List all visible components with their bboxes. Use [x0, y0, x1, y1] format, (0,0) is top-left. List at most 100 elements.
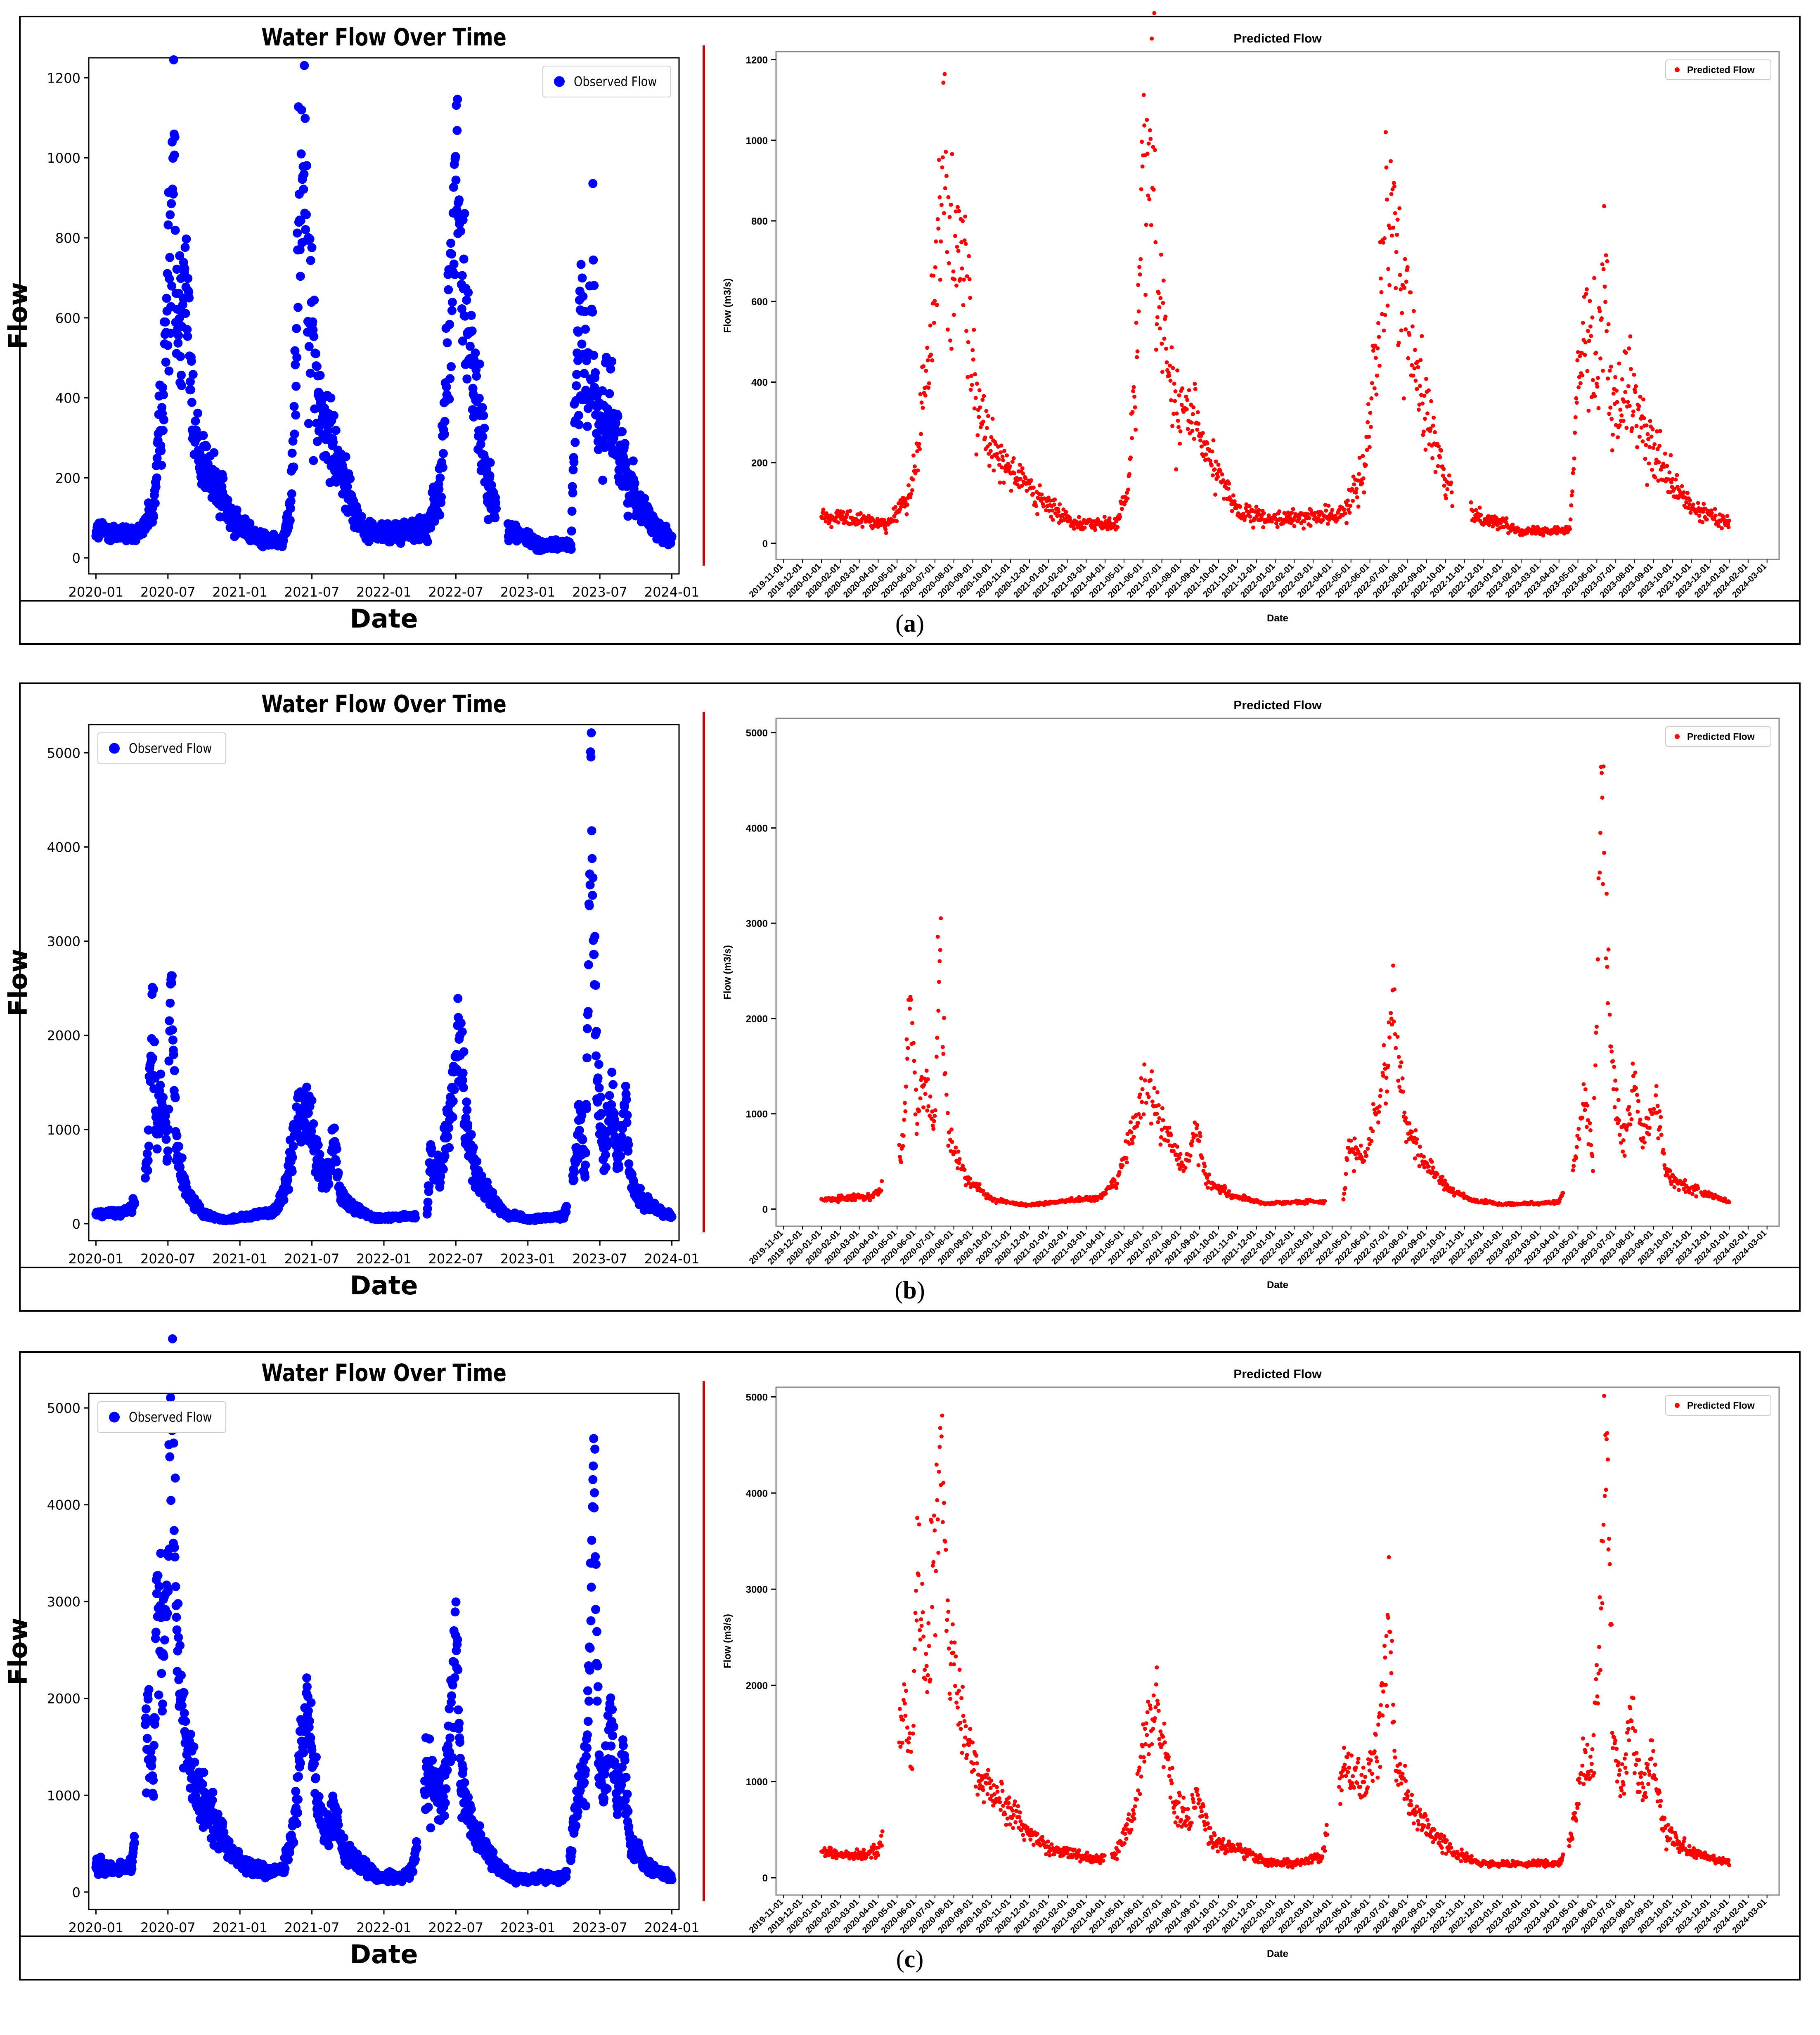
data-point: [165, 1016, 174, 1026]
data-point: [897, 1143, 902, 1147]
panel-c: (c): [19, 1351, 1801, 1981]
data-point: [1604, 253, 1608, 258]
data-point: [911, 477, 915, 482]
data-point: [581, 325, 590, 334]
data-point: [1368, 425, 1373, 429]
data-point: [918, 1096, 923, 1101]
data-point: [1377, 363, 1382, 368]
data-point: [1130, 436, 1134, 441]
data-point: [1669, 453, 1673, 457]
data-point: [1323, 502, 1328, 507]
data-point: [150, 1037, 159, 1047]
data-point: [330, 1123, 339, 1133]
data-point: [908, 495, 913, 499]
data-point: [1290, 511, 1294, 515]
data-point: [591, 981, 600, 990]
legend-marker: [109, 743, 120, 754]
data-point: [130, 1199, 140, 1208]
data-point: [941, 81, 946, 85]
data-point: [218, 474, 228, 483]
data-point: [1394, 250, 1399, 254]
data-point: [1606, 322, 1611, 327]
data-point: [182, 325, 192, 334]
data-point: [478, 432, 488, 441]
data-point: [1151, 187, 1156, 192]
data-point: [1637, 404, 1641, 408]
data-point: [567, 526, 576, 536]
data-point: [1598, 356, 1602, 361]
data-point: [1418, 384, 1422, 388]
data-point: [459, 254, 469, 264]
data-point: [172, 1131, 182, 1140]
data-point: [1420, 401, 1425, 406]
data-point: [1579, 351, 1584, 355]
data-point: [1571, 467, 1576, 471]
data-point: [1568, 527, 1572, 531]
data-point: [1431, 424, 1435, 428]
data-point: [880, 1179, 884, 1183]
data-point: [1423, 448, 1428, 452]
data-point: [928, 1094, 932, 1099]
data-point: [177, 1153, 187, 1163]
data-point: [1598, 309, 1602, 313]
data-point: [1370, 381, 1374, 385]
data-point: [411, 1213, 420, 1223]
data-point: [868, 1198, 872, 1203]
data-point: [925, 358, 930, 362]
data-point: [1479, 513, 1483, 517]
data-point: [1212, 467, 1217, 471]
data-point: [1164, 346, 1168, 351]
data-point: [1157, 305, 1162, 310]
data-point: [1441, 474, 1445, 478]
data-point: [346, 474, 355, 483]
data-point: [462, 374, 472, 384]
data-point: [1196, 422, 1201, 426]
data-point: [574, 420, 584, 429]
data-point: [462, 1097, 471, 1107]
y-tick-label: 1200: [746, 55, 768, 66]
data-point: [1216, 462, 1221, 467]
data-point: [589, 281, 599, 290]
data-point: [935, 1035, 940, 1040]
data-point: [943, 1071, 947, 1076]
data-point: [183, 274, 193, 283]
data-point: [912, 1059, 916, 1063]
data-point: [292, 324, 301, 333]
data-point: [913, 464, 917, 469]
data-point: [430, 516, 439, 526]
data-point: [952, 313, 956, 317]
y-tick-label: 0: [72, 1216, 80, 1232]
data-point: [1140, 140, 1144, 144]
data-point: [1184, 407, 1189, 412]
data-point: [164, 1104, 173, 1114]
data-point: [465, 341, 475, 351]
data-point: [1638, 434, 1642, 439]
data-point: [917, 1109, 921, 1113]
data-point: [1642, 416, 1646, 420]
data-point: [1586, 329, 1590, 333]
data-point: [1685, 491, 1690, 495]
data-point: [1210, 449, 1214, 454]
data-point: [180, 243, 190, 252]
data-point: [1058, 502, 1062, 507]
data-point: [1389, 192, 1394, 197]
data-point: [1127, 472, 1131, 476]
data-point: [582, 1104, 591, 1113]
data-point: [1345, 503, 1349, 507]
data-point: [919, 432, 923, 436]
data-point: [1178, 429, 1183, 434]
data-point: [1399, 328, 1403, 333]
data-point: [913, 1112, 918, 1117]
legend-label: Predicted Flow: [1687, 64, 1755, 75]
data-point: [1436, 464, 1440, 468]
data-point: [914, 1087, 918, 1092]
data-point: [997, 462, 1001, 467]
data-point: [1031, 492, 1035, 496]
data-point: [1421, 433, 1425, 437]
data-point: [967, 277, 972, 282]
data-point: [1615, 400, 1619, 404]
y-tick-label: 600: [751, 296, 768, 308]
data-point: [161, 1135, 171, 1144]
data-point: [1609, 365, 1613, 369]
data-point: [459, 1083, 468, 1092]
